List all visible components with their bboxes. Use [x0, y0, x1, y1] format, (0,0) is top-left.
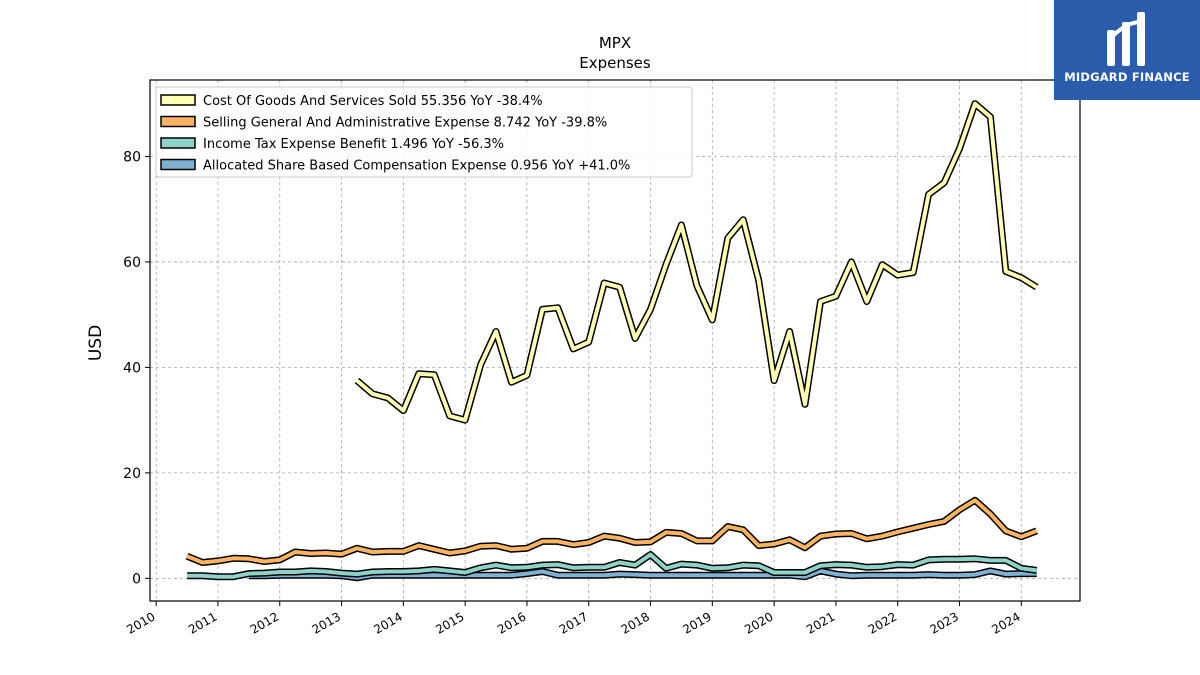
y-axis-label: USD	[86, 325, 106, 361]
legend-box	[155, 86, 693, 178]
legend-swatch	[160, 158, 196, 171]
series-line	[186, 498, 1038, 565]
x-tick-label: 2014	[371, 609, 404, 636]
y-tick-label: 20	[123, 466, 141, 482]
legend-swatch	[160, 115, 196, 128]
x-tick-label: 2017	[557, 609, 590, 636]
x-tick-label: 2018	[619, 609, 652, 636]
legend-label: Income Tax Expense Benefit 1.496 YoY -56…	[203, 137, 504, 152]
y-tick-label: 80	[123, 149, 141, 165]
x-tick-label: 2024	[989, 609, 1022, 636]
x-tick-label: 2015	[433, 609, 466, 636]
legend-label: Cost Of Goods And Services Sold 55.356 Y…	[203, 94, 543, 109]
legend-swatch	[160, 94, 196, 106]
chart-subtitle: Expenses	[579, 54, 651, 72]
x-tick-label: 2022	[866, 609, 899, 636]
x-tick-label: 2010	[124, 609, 157, 636]
x-tick-label: 2011	[186, 609, 219, 636]
x-tick-label: 2012	[248, 609, 281, 636]
series-line	[355, 101, 1038, 423]
x-tick-label: 2020	[742, 609, 775, 636]
legend-label: Allocated Share Based Compensation Expen…	[203, 159, 630, 174]
legend: Cost Of Goods And Services Sold 55.356 Y…	[155, 86, 693, 178]
x-tick-label: 2019	[680, 609, 713, 636]
x-tick-label: 2021	[804, 609, 837, 636]
midgard-logo-icon	[1107, 12, 1145, 66]
brand-name: MIDGARD FINANCE	[1064, 70, 1190, 84]
legend-swatch	[160, 137, 196, 149]
y-tick-label: 40	[123, 360, 141, 376]
y-tick-label: 0	[132, 571, 141, 587]
legend-label: Selling General And Administrative Expen…	[203, 116, 607, 131]
series-layer	[185, 100, 1039, 582]
brand-logo: MIDGARD FINANCE	[1054, 0, 1200, 100]
chart-title: MPX	[599, 34, 631, 52]
x-tick-label: 2016	[495, 609, 528, 636]
y-tick-label: 60	[123, 255, 141, 271]
series-line	[187, 552, 1037, 579]
plot-area-frame	[149, 79, 1081, 602]
x-tick-label: 2013	[310, 609, 343, 636]
x-tick-label: 2023	[928, 609, 961, 636]
